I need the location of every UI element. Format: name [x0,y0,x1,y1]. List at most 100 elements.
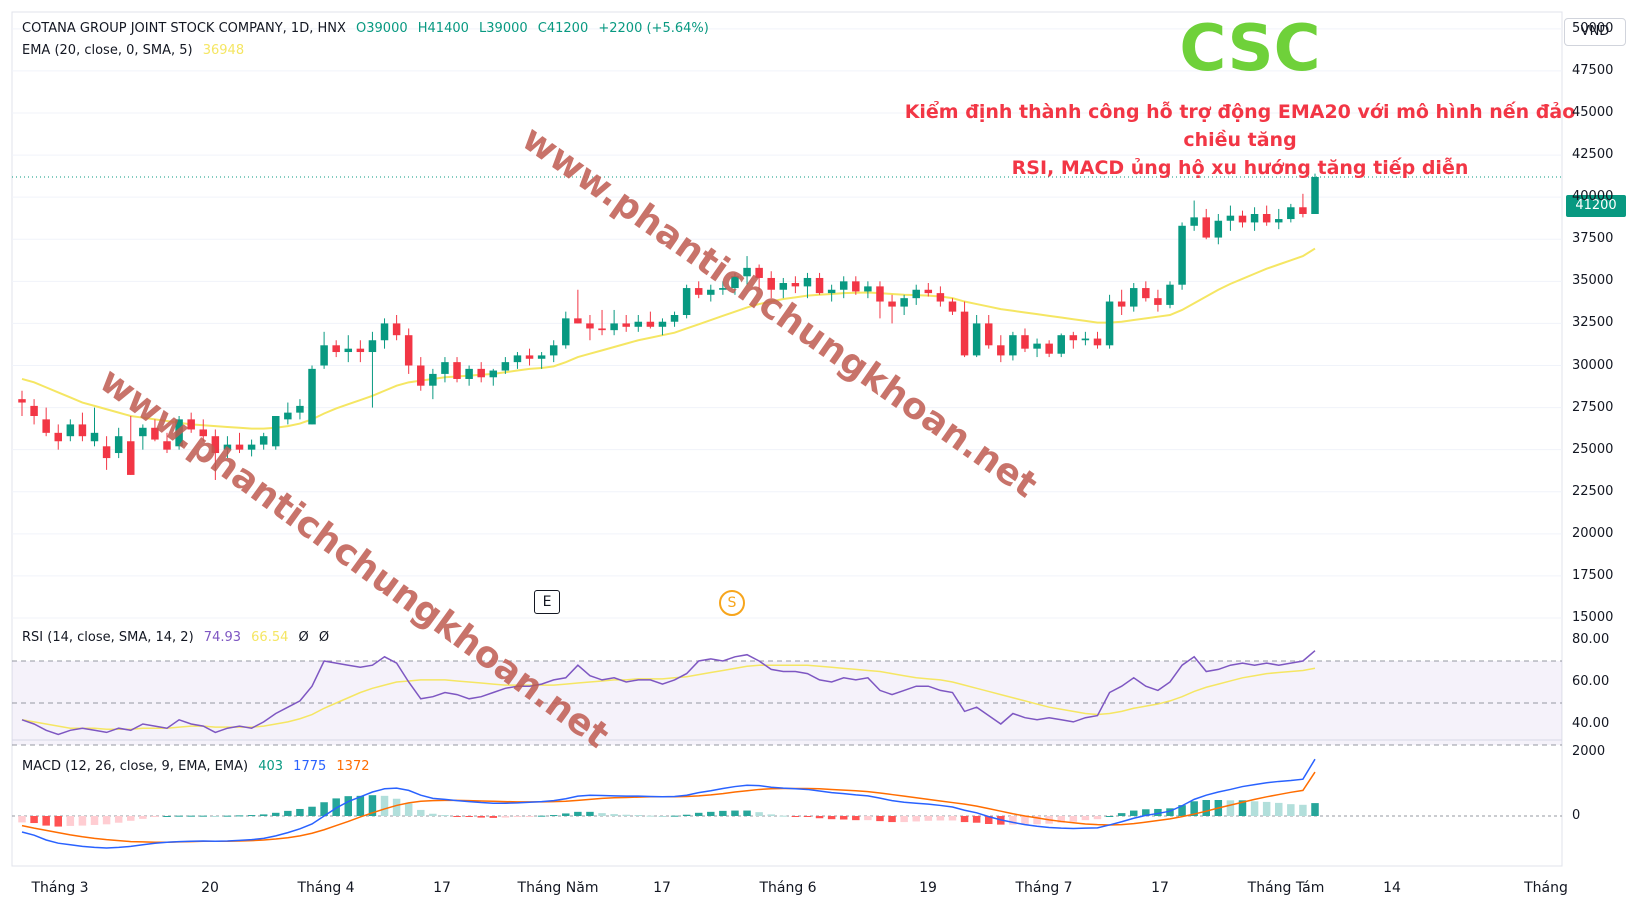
price-tick-label: 47500 [1572,62,1614,78]
candle-body [489,370,498,378]
candle-body [441,362,449,374]
ticker-title: CSC [1179,12,1321,86]
macd-histogram-bar [1154,808,1162,816]
split-marker[interactable]: S [719,590,745,616]
macd-histogram-bar [1009,816,1017,825]
symbol-label: COTANA GROUP JOINT STOCK COMPANY, 1D, HN… [22,21,346,36]
candle-body [151,427,159,440]
time-tick-label: 17 [653,880,671,896]
macd-histogram-bar [1287,804,1295,816]
price-tick-label: 17500 [1572,567,1614,583]
macd-histogram-bar [102,816,111,825]
candle-body [90,432,99,442]
candle-body [682,288,691,315]
macd-histogram-bar [888,816,896,823]
macd-histogram-bar [537,815,546,817]
price-tick-label: 20000 [1572,525,1614,541]
candle-body [562,318,570,346]
macd-histogram-bar [429,813,437,816]
time-tick-label: Tháng 4 [297,880,355,896]
last-price-tag: 41200 [1566,195,1626,217]
macd-histogram-bar [864,816,872,821]
macd-legend[interactable]: MACD (12, 26, close, 9, EMA, EMA) 403 17… [22,759,376,774]
rsi-line [21,650,1316,736]
macd-histogram-bar [404,803,413,816]
macd-histogram-bar [1238,800,1247,816]
candle-body [1190,217,1198,226]
macd-histogram-bar [984,816,993,824]
earnings-marker[interactable]: E [534,590,560,614]
macd-histogram-bar [1021,816,1029,825]
time-tick-label: Tháng 3 [31,880,89,896]
ema20-line [21,247,1316,430]
analysis-note-line2: RSI, MACD ủng hộ xu hướng tăng tiếp diễn [1011,157,1469,179]
candle-body [404,335,413,366]
candle-body [694,288,703,295]
candle-body [392,323,401,336]
macd-histogram-bar [707,811,715,816]
candle-body [284,412,292,420]
macd-histogram-bar [779,815,788,817]
candle-body [332,345,340,353]
macd-histogram-bar [815,816,824,819]
candle-body [417,365,425,386]
rsi-legend[interactable]: RSI (14, close, SMA, 14, 2) 74.93 66.54 … [22,630,335,645]
candle-body [272,416,280,447]
candle-body [453,362,461,379]
price-tick-label: 50000 [1572,20,1614,36]
macd-signal-value: 1372 [336,759,370,774]
candle-body [1214,220,1223,238]
candle-body [259,436,268,445]
candle-body [598,328,606,331]
rsi-tick-label: 40.00 [1572,716,1610,731]
candle-body [223,444,232,450]
macd-histogram-bar [284,810,292,816]
candle-body [815,277,824,294]
candle-body [1105,301,1114,346]
macd-line [21,758,1316,849]
candle-body [211,436,220,454]
ema-value: 36948 [202,43,245,58]
candle-body [767,277,775,290]
macd-histogram-bar [658,816,667,817]
candle-body [175,419,183,447]
candle-body [549,345,558,356]
macd-histogram-bar [1166,808,1174,816]
macd-histogram-bar [670,815,679,817]
candle-body [646,321,655,327]
price-tick-label: 35000 [1572,273,1614,289]
macd-histogram-bar [900,816,908,823]
candle-body [634,321,643,327]
change-value: +2200 (+5.64%) [598,21,709,36]
macd-histogram-bar [1275,802,1283,816]
candle-body [1033,343,1041,349]
macd-histogram-bar [743,810,751,816]
close-value: C41200 [537,21,589,36]
rsi-ma-value: 66.54 [251,630,289,645]
time-tick-label: 14 [1383,880,1401,896]
macd-histogram-bar [1299,804,1307,816]
candle-body [755,267,763,278]
ema-legend[interactable]: EMA (20, close, 0, SMA, 5) 36948 [22,43,250,58]
macd-histogram-bar [1226,800,1235,816]
macd-histogram-bar [622,814,630,816]
macd-histogram-bar [477,816,485,818]
macd-histogram-bar [296,808,304,816]
macd-histogram-bar [719,810,727,816]
macd-histogram-bar [501,816,510,818]
rsi-extra-2: Ø [318,630,330,645]
currency-button[interactable]: VND [1564,18,1626,46]
macd-histogram-bar [272,812,280,816]
candle-body [1287,207,1295,220]
candle-body [30,405,38,416]
candle-body [1166,284,1174,305]
candle-body [707,289,715,295]
candle-body [827,289,836,294]
macd-histogram-bar [18,816,26,823]
candle-body [791,283,800,287]
candle-body [924,289,933,294]
macd-histogram-bar [199,815,208,817]
price-tick-label: 30000 [1572,357,1614,373]
macd-histogram-bar [392,798,401,816]
